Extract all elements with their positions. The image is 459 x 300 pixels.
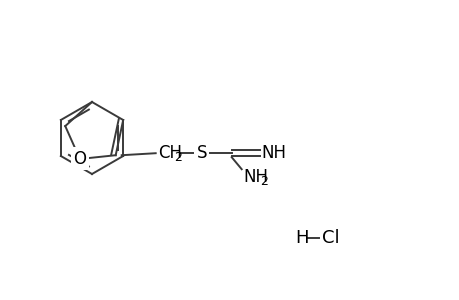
- Text: CH: CH: [157, 144, 181, 162]
- Text: S: S: [196, 144, 207, 162]
- Text: NH: NH: [243, 168, 268, 186]
- Text: NH: NH: [261, 144, 286, 162]
- Text: Cl: Cl: [321, 229, 339, 247]
- Text: H: H: [294, 229, 308, 247]
- Text: 2: 2: [174, 151, 181, 164]
- Text: 2: 2: [259, 175, 267, 188]
- Text: O: O: [73, 150, 86, 168]
